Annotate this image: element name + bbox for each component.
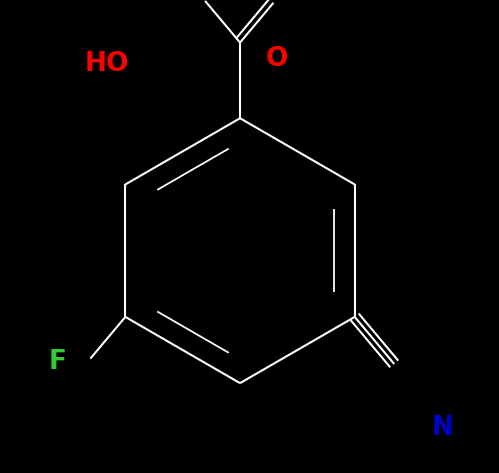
Text: HO: HO [84,51,129,77]
Text: N: N [432,415,454,441]
Text: F: F [48,349,66,375]
Text: O: O [266,46,288,72]
